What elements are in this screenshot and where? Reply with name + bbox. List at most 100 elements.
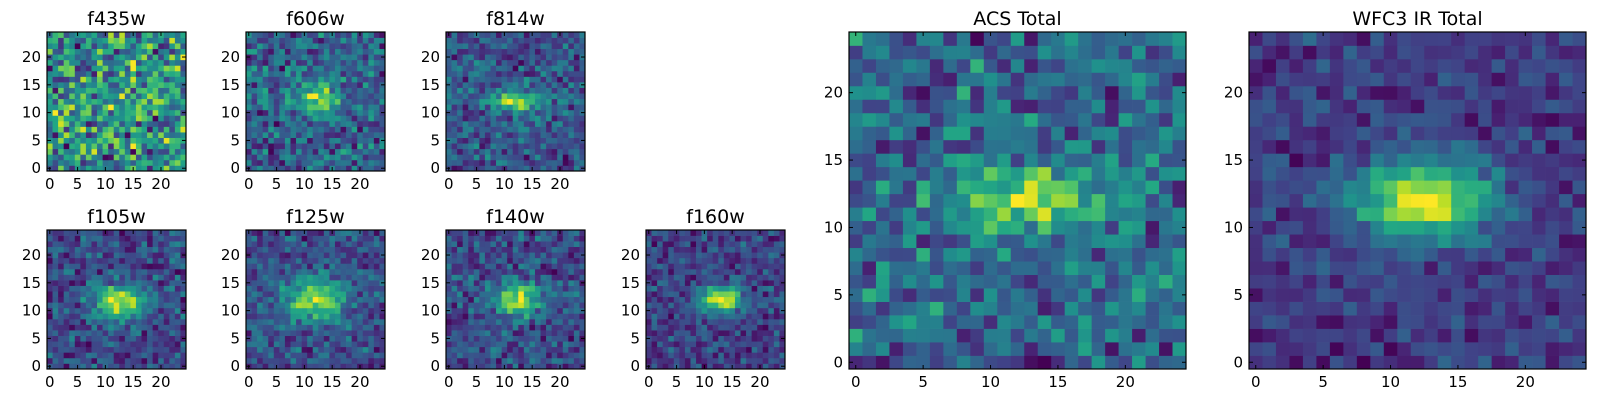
heatmap-cell [690, 324, 697, 331]
heatmap-cell [462, 346, 469, 353]
heatmap-cell [85, 87, 92, 94]
heatmap-cell [119, 291, 126, 298]
heatmap-cell [52, 230, 59, 236]
heatmap-cell [523, 268, 530, 275]
heatmap-cell [329, 48, 336, 55]
heatmap-cell [180, 43, 187, 50]
heatmap-cell [296, 143, 302, 150]
heatmap-cell [74, 59, 81, 66]
heatmap-cell [740, 268, 747, 275]
heatmap-cell [479, 324, 486, 331]
heatmap-cell [684, 241, 691, 248]
heatmap-cell [135, 241, 142, 248]
heatmap-cell [130, 154, 137, 161]
heatmap-cell [279, 274, 286, 281]
heatmap-cell [80, 318, 87, 325]
heatmap-cell [158, 357, 165, 364]
heatmap-cell [58, 324, 65, 331]
heatmap-cell [147, 357, 153, 364]
heatmap-cell [540, 159, 547, 166]
heatmap-cell [875, 180, 890, 195]
heatmap-cell [169, 98, 176, 105]
heatmap-cell [147, 59, 153, 66]
heatmap-cell [279, 37, 286, 44]
heatmap-cell [284, 126, 291, 133]
heatmap-cell [479, 335, 486, 342]
heatmap-cell [63, 291, 70, 298]
heatmap-cell [85, 32, 92, 38]
heatmap-cell [52, 346, 59, 353]
heatmap-cell [152, 230, 159, 236]
heatmap-cell [768, 357, 775, 364]
heatmap-cell [296, 235, 302, 242]
heatmap-cell [47, 143, 53, 150]
heatmap-cell [379, 59, 386, 66]
heatmap-cell [307, 307, 314, 314]
heatmap-cell [557, 291, 564, 298]
heatmap-cell [729, 296, 736, 303]
heatmap-cell [323, 330, 330, 336]
heatmap-cell [518, 274, 525, 281]
heatmap-cell [290, 120, 297, 127]
heatmap-cell [529, 126, 536, 133]
heatmap-cell [479, 274, 486, 281]
panel-title: f814w [486, 8, 545, 30]
heatmap-cell [301, 296, 308, 303]
heatmap-cell [273, 235, 280, 242]
heatmap-cell [97, 54, 103, 61]
heatmap-cell [97, 357, 103, 364]
x-tick-label: 10 [495, 373, 514, 391]
heatmap-cell [518, 43, 525, 50]
heatmap-cell [141, 241, 148, 248]
heatmap-cell [462, 87, 469, 94]
heatmap-cell [512, 159, 519, 166]
heatmap-cell [734, 285, 741, 292]
heatmap-cell [462, 307, 469, 314]
heatmap-cell [290, 143, 297, 150]
heatmap-cell [357, 235, 364, 242]
heatmap-cell [849, 193, 863, 208]
heatmap-cell [551, 115, 558, 122]
heatmap-cell [63, 341, 70, 348]
heatmap-cell [507, 126, 514, 133]
heatmap-cell [1091, 274, 1106, 289]
heatmap-cell [329, 291, 336, 298]
heatmap-cell [773, 268, 780, 275]
heatmap-cell [290, 93, 297, 100]
heatmap-cell [568, 346, 575, 353]
heatmap-cell [80, 32, 87, 38]
heatmap-cell [712, 318, 719, 325]
heatmap-cell [323, 352, 330, 359]
heatmap-cell [58, 65, 65, 72]
heatmap-cell [540, 148, 547, 155]
heatmap-cell [124, 148, 131, 155]
heatmap-cell [479, 148, 486, 155]
heatmap-cell [551, 257, 558, 264]
heatmap-cell [562, 318, 569, 325]
heatmap-cell [751, 230, 758, 236]
heatmap-cell [80, 302, 87, 309]
heatmap-cell [546, 132, 552, 138]
heatmap-cell [357, 252, 364, 259]
heatmap-cell [152, 246, 159, 253]
heatmap-cell [47, 235, 53, 242]
heatmap-cell [113, 307, 120, 314]
heatmap-cell [85, 313, 92, 320]
heatmap-cell [1037, 180, 1052, 195]
heatmap-cell [523, 59, 530, 66]
heatmap-cell [257, 357, 264, 364]
heatmap-cell [119, 252, 126, 259]
heatmap-cell [1159, 247, 1173, 262]
heatmap-cell [484, 59, 491, 66]
heatmap-cell [357, 115, 364, 122]
heatmap-cell [63, 263, 70, 270]
heatmap-cell [141, 302, 148, 309]
heatmap-cell [712, 257, 719, 264]
heatmap-cell [108, 43, 115, 50]
heatmap-cell [262, 318, 269, 325]
heatmap-cell [163, 48, 170, 55]
heatmap-cell [251, 324, 258, 331]
heatmap-cell [551, 98, 558, 105]
heatmap-cell [557, 296, 564, 303]
heatmap-cell [246, 341, 252, 348]
